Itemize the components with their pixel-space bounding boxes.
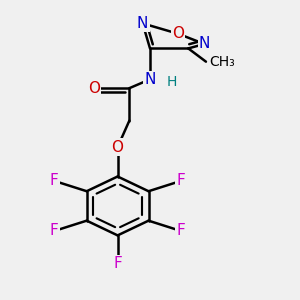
- Text: N: N: [137, 16, 148, 31]
- Text: F: F: [50, 173, 59, 188]
- Text: F: F: [113, 256, 122, 271]
- Text: N: N: [199, 37, 210, 52]
- Text: O: O: [172, 26, 184, 41]
- Text: N: N: [144, 72, 156, 87]
- Text: O: O: [88, 81, 100, 96]
- Text: CH₃: CH₃: [209, 55, 235, 69]
- Text: F: F: [176, 173, 185, 188]
- Text: F: F: [50, 224, 59, 238]
- Text: O: O: [112, 140, 124, 154]
- Text: F: F: [176, 224, 185, 238]
- Text: H: H: [166, 75, 177, 89]
